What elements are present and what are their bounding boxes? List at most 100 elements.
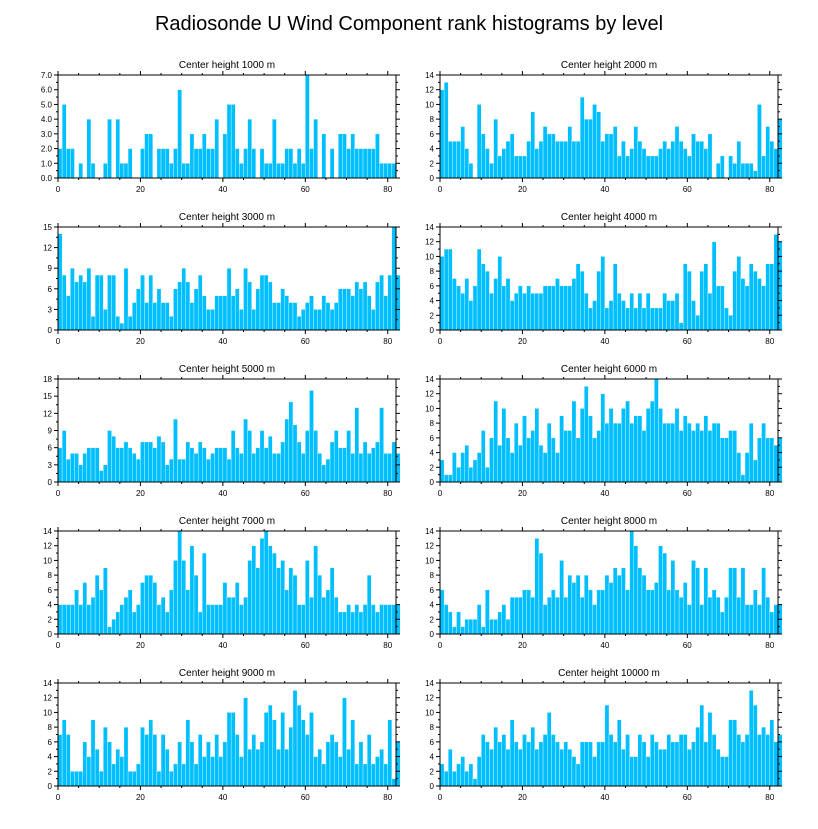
bar (86, 268, 92, 331)
bar (202, 447, 207, 483)
y-tick-label: 0 (430, 326, 435, 335)
bar (371, 447, 376, 483)
bar (748, 163, 754, 179)
bar (773, 445, 779, 483)
bar (522, 415, 527, 483)
bar (456, 611, 461, 635)
y-tick-label: 12 (425, 542, 434, 551)
bar (740, 278, 746, 331)
bar (538, 445, 544, 483)
bar (284, 589, 290, 635)
bar (596, 270, 601, 331)
bar (239, 453, 244, 483)
x-tick-label: 60 (301, 793, 310, 802)
bar (284, 749, 290, 787)
x-tick-label: 40 (218, 793, 227, 802)
bar (753, 170, 758, 179)
y-tick-label: 6.0 (41, 86, 53, 95)
bar (338, 288, 343, 331)
bar (452, 771, 457, 787)
bar (354, 407, 360, 483)
bar (526, 741, 531, 787)
bar (662, 749, 667, 787)
bar (239, 604, 244, 635)
bar (251, 545, 257, 635)
bar (333, 302, 339, 331)
bar (654, 582, 659, 635)
bar (346, 430, 351, 483)
bar (230, 597, 236, 635)
y-tick-label: 6 (48, 444, 53, 453)
bar (342, 133, 347, 179)
bar (103, 726, 108, 787)
bar (695, 422, 700, 483)
y-tick-label: 8 (430, 115, 435, 124)
bar (70, 148, 75, 179)
bar (321, 133, 327, 179)
bar (338, 756, 343, 787)
bar (546, 422, 552, 483)
bar (132, 611, 137, 635)
bar (189, 133, 195, 179)
bar (313, 309, 318, 331)
bar (662, 552, 667, 635)
bar (555, 278, 560, 331)
y-tick-label: 8 (430, 267, 435, 276)
bar (140, 148, 145, 179)
bar (625, 307, 630, 331)
bar (197, 611, 203, 635)
bar (641, 430, 647, 483)
bar (383, 295, 388, 331)
bar (164, 302, 170, 331)
bar (247, 430, 252, 483)
bar (193, 148, 199, 179)
x-tick-label: 20 (136, 641, 145, 650)
bar (280, 712, 285, 787)
bar (489, 749, 494, 787)
bar (588, 741, 593, 787)
bar (571, 582, 577, 635)
bar (272, 302, 277, 331)
bar (226, 104, 232, 179)
bar (173, 560, 178, 635)
bar (687, 604, 692, 635)
bar (769, 263, 775, 331)
x-tick-label: 60 (301, 489, 310, 498)
y-tick-label: 3 (48, 305, 53, 314)
bar (546, 133, 552, 179)
x-tick-label: 20 (518, 185, 527, 194)
x-tick-label: 80 (765, 641, 774, 650)
bar (82, 741, 88, 787)
bar (222, 295, 228, 331)
figure-title: Radiosonde U Wind Component rank histogr… (155, 13, 663, 35)
x-tick-label: 20 (136, 793, 145, 802)
y-tick-label: 4 (48, 601, 53, 610)
y-tick-label: 0 (48, 326, 53, 335)
bar (329, 148, 335, 179)
bar (354, 604, 360, 635)
bar (251, 148, 257, 179)
bar (563, 285, 568, 331)
bar (354, 148, 360, 179)
bar (115, 611, 121, 635)
x-tick-label: 80 (383, 489, 392, 498)
bar (588, 307, 593, 331)
bar (769, 141, 775, 179)
bar (263, 163, 269, 179)
y-tick-label: 8 (48, 571, 53, 580)
bar (391, 604, 397, 635)
bar (144, 133, 149, 179)
bar (736, 256, 742, 331)
bar (452, 141, 457, 179)
bar (61, 274, 67, 331)
bar (485, 589, 490, 635)
y-tick-label: 2 (48, 767, 53, 776)
bar (321, 763, 327, 787)
bar (645, 293, 651, 331)
bar (703, 415, 709, 483)
y-tick-label: 14 (425, 71, 434, 80)
bar (177, 741, 182, 787)
bar (687, 749, 692, 787)
bar (456, 285, 461, 331)
bar (288, 302, 294, 331)
